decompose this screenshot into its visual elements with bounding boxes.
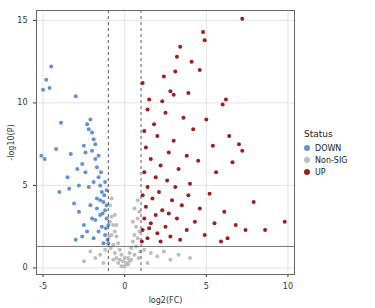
svg-text:-log10(P): -log10(P) xyxy=(7,124,16,160)
html-text:UP: UP xyxy=(315,167,326,177)
svg-text:10: 10 xyxy=(283,282,293,291)
svg-text:5: 5 xyxy=(22,181,27,190)
html-text:DOWN: DOWN xyxy=(315,143,342,153)
svg-text:0: 0 xyxy=(22,263,27,272)
svg-text:-5: -5 xyxy=(39,282,47,291)
svg-text:10: 10 xyxy=(17,98,27,107)
svg-text:5: 5 xyxy=(204,282,209,291)
html-text:Status: Status xyxy=(304,128,333,139)
svg-text:0: 0 xyxy=(122,282,127,291)
html-text:Non-SIG: Non-SIG xyxy=(315,155,348,165)
svg-text:log2(FC): log2(FC) xyxy=(149,296,183,305)
svg-text:15: 15 xyxy=(17,16,27,25)
